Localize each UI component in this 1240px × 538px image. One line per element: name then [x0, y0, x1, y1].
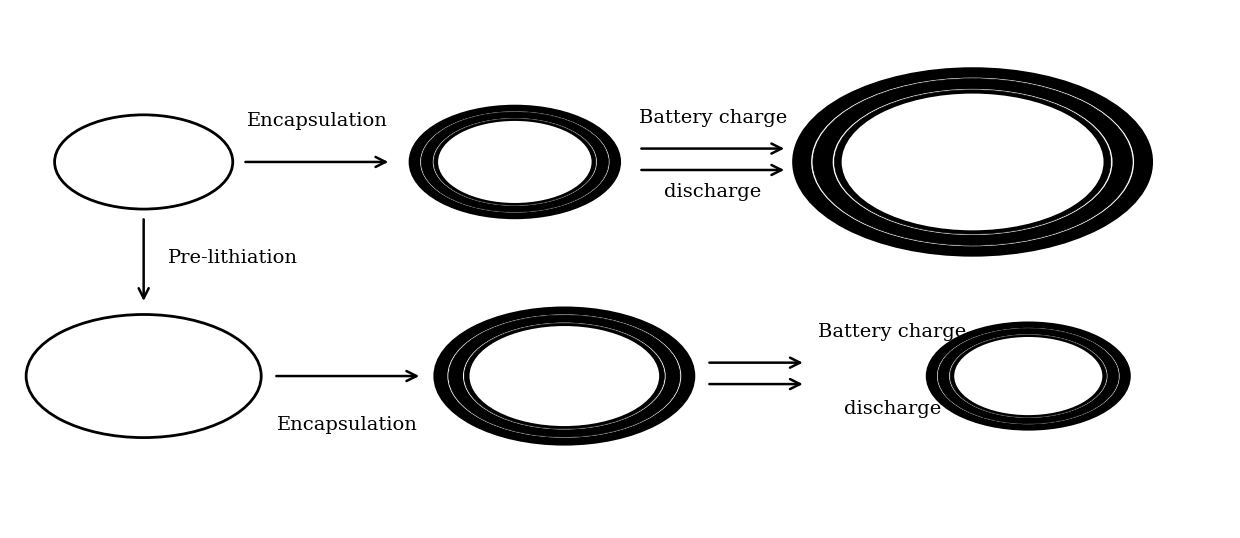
Ellipse shape: [949, 334, 1107, 418]
Text: discharge: discharge: [843, 400, 941, 418]
Ellipse shape: [58, 117, 229, 207]
Text: discharge: discharge: [665, 183, 761, 201]
Ellipse shape: [926, 322, 1130, 429]
Text: Encapsulation: Encapsulation: [247, 112, 387, 130]
Text: Battery charge: Battery charge: [818, 323, 966, 341]
Text: Encapsulation: Encapsulation: [278, 416, 418, 434]
Ellipse shape: [26, 315, 262, 437]
Ellipse shape: [463, 323, 666, 429]
Ellipse shape: [937, 328, 1118, 424]
Ellipse shape: [438, 121, 591, 203]
Ellipse shape: [833, 89, 1112, 235]
Ellipse shape: [434, 308, 694, 444]
Ellipse shape: [955, 337, 1102, 415]
Ellipse shape: [448, 314, 681, 438]
Ellipse shape: [842, 94, 1104, 230]
Ellipse shape: [434, 119, 595, 205]
Ellipse shape: [464, 323, 665, 429]
Ellipse shape: [470, 326, 660, 426]
Ellipse shape: [449, 315, 680, 437]
Text: Battery charge: Battery charge: [639, 109, 787, 127]
Ellipse shape: [31, 317, 257, 435]
Ellipse shape: [409, 106, 620, 218]
Ellipse shape: [433, 118, 596, 206]
Ellipse shape: [950, 335, 1106, 417]
Ellipse shape: [937, 328, 1120, 424]
Ellipse shape: [813, 79, 1132, 245]
Ellipse shape: [420, 111, 610, 213]
Ellipse shape: [835, 90, 1111, 234]
Ellipse shape: [811, 77, 1135, 246]
Ellipse shape: [55, 115, 233, 209]
Text: Pre-lithiation: Pre-lithiation: [169, 249, 299, 267]
Ellipse shape: [422, 112, 609, 212]
Ellipse shape: [794, 68, 1152, 256]
